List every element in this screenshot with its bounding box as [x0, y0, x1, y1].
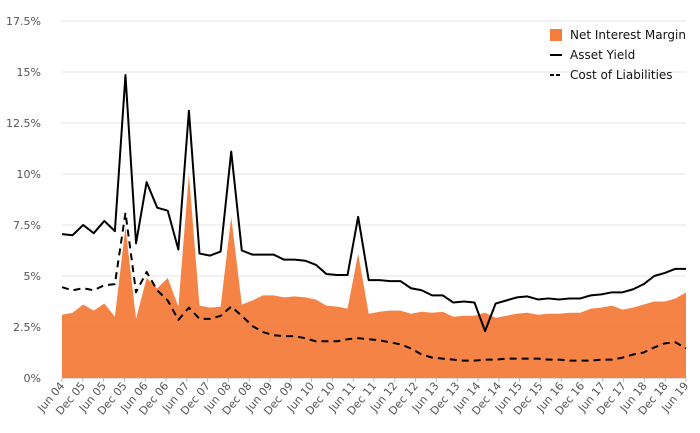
asset-yield-legend-label: Asset Yield [570, 48, 635, 62]
y-tick-label: 2.5% [13, 321, 41, 334]
y-tick-label: 0% [24, 372, 41, 385]
y-tick-label: 17.5% [6, 15, 41, 28]
y-axis: 0% 2.5% 5% 7.5% 10% 12.5% 15% 17.5% [6, 15, 41, 385]
cost-of-liabilities-line [61, 211, 687, 362]
y-tick-label: 5% [24, 270, 41, 283]
y-tick-label: 12.5% [6, 117, 41, 130]
net-interest-margin-legend-label: Net Interest Margin [570, 28, 686, 42]
net-interest-margin-legend-swatch [550, 29, 562, 41]
net-interest-margin-series [62, 174, 686, 378]
y-tick-label: 10% [17, 168, 41, 181]
asset-yield-line [61, 74, 686, 333]
y-tick-label: 15% [17, 66, 41, 79]
cost-of-liabilities-legend-label: Cost of Liabilities [570, 68, 673, 82]
y-tick-label: 7.5% [13, 219, 41, 232]
series-lines [61, 74, 687, 362]
net-interest-margin-area [62, 174, 686, 378]
legend: Net Interest Margin Asset Yield Cost of Li… [550, 28, 686, 82]
